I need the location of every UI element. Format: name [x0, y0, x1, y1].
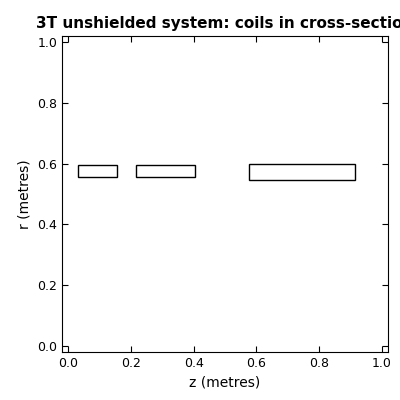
- Bar: [136, 165, 195, 177]
- X-axis label: z (metres): z (metres): [189, 376, 261, 390]
- Y-axis label: r (metres): r (metres): [18, 159, 32, 229]
- Bar: [78, 165, 117, 177]
- Title: 3T unshielded system: coils in cross-section: 3T unshielded system: coils in cross-sec…: [36, 16, 400, 31]
- Bar: [248, 164, 355, 180]
